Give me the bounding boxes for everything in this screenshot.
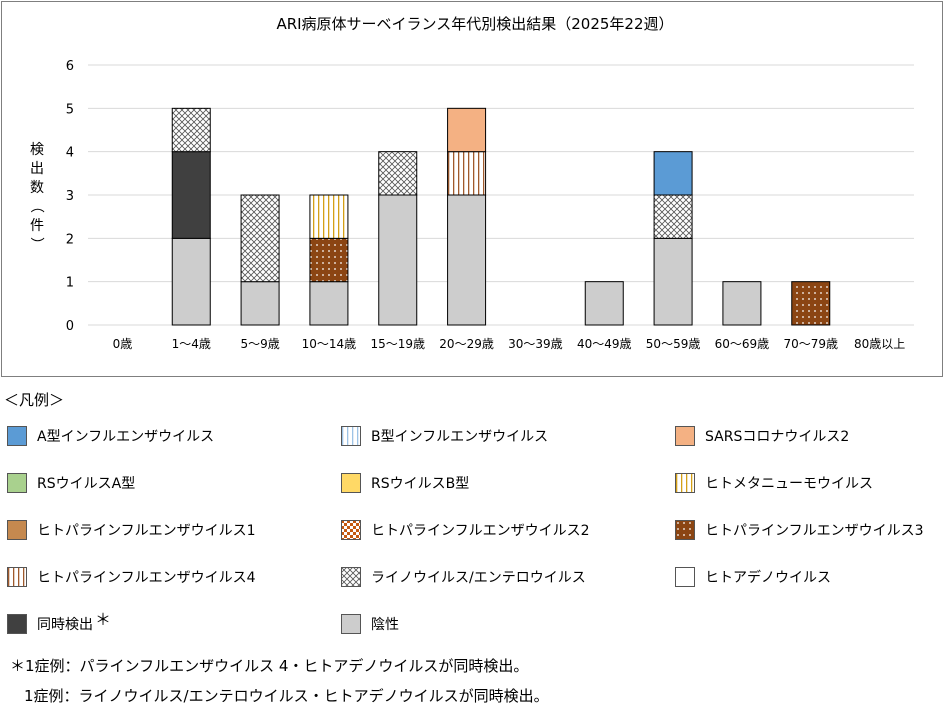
y-axis-label-char: 数 bbox=[30, 180, 44, 196]
footnote-1: ＊1症例：パラインフルエンザウイルス 4・ヒトアデノウイルスが同時検出。 bbox=[10, 657, 529, 675]
legend-label: ライノウイルス/エンテロウイルス bbox=[371, 570, 586, 586]
legend-label: 陰性 bbox=[371, 617, 399, 633]
y-tick-label: 5 bbox=[66, 102, 74, 117]
legend-heading: ＜凡例＞ bbox=[4, 391, 65, 409]
legend-label: ヒトパラインフルエンザウイルス4 bbox=[37, 570, 256, 586]
stacked-bar-chart: ARI病原体サーベイランス年代別検出結果（2025年22週） 0 1 2 3 4 5 6 0… bbox=[28, 15, 914, 351]
legend-swatch bbox=[341, 473, 361, 493]
x-tick-label: 15～19歳 bbox=[370, 337, 425, 351]
legend-label: ヒトパラインフルエンザウイルス1 bbox=[37, 523, 256, 539]
legend-item: ヒトアデノウイルス bbox=[675, 565, 831, 589]
legend-swatch bbox=[7, 520, 27, 540]
chart-title: ARI病原体サーベイランス年代別検出結果（2025年22週） bbox=[276, 15, 673, 33]
x-tick-label: 30～39歳 bbox=[508, 337, 563, 351]
bar-segment-rhino bbox=[171, 107, 211, 153]
legend-swatch bbox=[7, 614, 27, 634]
bar-segment-rhino bbox=[240, 194, 280, 283]
legend-item: ヒトパラインフルエンザウイルス2 bbox=[341, 518, 590, 542]
bar-segment-negative bbox=[309, 281, 349, 326]
y-axis-label-char: （ bbox=[28, 199, 44, 213]
bar-segment-negative bbox=[378, 194, 418, 326]
legend-label: RSウイルスB型 bbox=[371, 476, 470, 492]
legend-label: A型インフルエンザウイルス bbox=[37, 429, 215, 445]
legend-item: RSウイルスA型 bbox=[7, 471, 135, 495]
y-tick-label: 1 bbox=[66, 276, 74, 291]
bar-segment-negative bbox=[240, 281, 280, 326]
legend-swatch bbox=[675, 426, 695, 446]
legend-swatch bbox=[7, 426, 27, 446]
legend-swatch bbox=[675, 567, 695, 587]
legend-item: 同時検出＊ bbox=[7, 610, 111, 636]
legend-label: B型インフルエンザウイルス bbox=[371, 429, 549, 445]
legend-item: ヒトパラインフルエンザウイルス3 bbox=[675, 518, 924, 542]
y-tick-label: 4 bbox=[66, 146, 74, 161]
x-tick-label: 1～4歳 bbox=[172, 337, 211, 351]
bar-segment-negative bbox=[584, 281, 624, 326]
y-tick-label: 2 bbox=[66, 232, 74, 247]
legend-item: 陰性 bbox=[341, 612, 399, 636]
y-tick-label: 0 bbox=[66, 319, 74, 334]
bar-segment-sars bbox=[447, 107, 487, 153]
legend-swatch bbox=[341, 426, 361, 446]
legend-label: ヒトパラインフルエンザウイルス2 bbox=[371, 523, 590, 539]
x-tick-label: 10～14歳 bbox=[302, 337, 357, 351]
legend-item: B型インフルエンザウイルス bbox=[341, 424, 548, 448]
chart-frame: ARI病原体サーベイランス年代別検出結果（2025年22週） 0 1 2 3 4 5 6 0… bbox=[1, 1, 943, 377]
legend-swatch bbox=[341, 567, 361, 587]
bar-segment-negative bbox=[447, 194, 487, 326]
legend-asterisk: ＊ bbox=[95, 610, 112, 629]
x-tick-label: 50～59歳 bbox=[646, 337, 701, 351]
bar-segment-negative bbox=[722, 281, 762, 326]
bar-segment-flu_a bbox=[653, 151, 693, 196]
legend-label: SARSコロナウイルス2 bbox=[705, 429, 850, 445]
bar-segment-negative bbox=[653, 237, 693, 326]
x-tick-label: 40～49歳 bbox=[577, 337, 632, 351]
legend-swatch bbox=[341, 520, 361, 540]
legend-label: 同時検出 bbox=[37, 617, 93, 633]
x-axis-ticks: 0歳 1～4歳 5～9歳 10～14歳 15～19歳 20～29歳 30～39歳 40～49歳… bbox=[113, 337, 906, 351]
y-axis-label: 検出数 （ 件 ） bbox=[28, 142, 44, 251]
legend-item: A型インフルエンザウイルス bbox=[7, 424, 214, 448]
footnote-2: 1症例：ライノウイルス/エンテロウイルス・ヒトアデノウイルスが同時検出。 bbox=[24, 687, 549, 705]
x-tick-label: 20～29歳 bbox=[439, 337, 494, 351]
bar-segment-rhino bbox=[653, 194, 693, 239]
legend-item: RSウイルスB型 bbox=[341, 471, 469, 495]
legend-swatch bbox=[675, 473, 695, 493]
y-tick-label: 6 bbox=[66, 59, 74, 74]
bar-segment-hmpv bbox=[309, 194, 349, 239]
x-tick-label: 80歳以上 bbox=[854, 337, 905, 351]
bar-segment-hpiv3 bbox=[791, 281, 831, 326]
legend-item: SARSコロナウイルス2 bbox=[675, 424, 849, 448]
legend-swatch bbox=[341, 614, 361, 634]
y-axis-label-char: 出 bbox=[30, 161, 44, 177]
legend-item: ヒトメタニューモウイルス bbox=[675, 471, 873, 495]
legend-label: ヒトパラインフルエンザウイルス3 bbox=[705, 523, 924, 539]
x-tick-label: 5～9歳 bbox=[240, 337, 279, 351]
legend-label: ヒトメタニューモウイルス bbox=[705, 476, 873, 492]
bar-segment-negative bbox=[171, 237, 211, 326]
x-tick-label: 60～69歳 bbox=[715, 337, 770, 351]
y-axis-label-char: 検 bbox=[30, 142, 44, 158]
legend-swatch bbox=[7, 473, 27, 493]
bars bbox=[171, 107, 831, 326]
y-axis-label-char: 件 bbox=[30, 218, 44, 234]
bar-segment-rhino bbox=[378, 151, 418, 196]
gridlines bbox=[88, 64, 914, 326]
legend-swatch bbox=[7, 567, 27, 587]
legend-swatch bbox=[675, 520, 695, 540]
bar-segment-hpiv3 bbox=[309, 237, 349, 283]
bar-segment-hpiv4 bbox=[447, 151, 487, 196]
legend-item: ヒトパラインフルエンザウイルス1 bbox=[7, 518, 256, 542]
y-axis-ticks: 0 1 2 3 4 5 6 bbox=[66, 59, 74, 334]
y-axis-label-char: ） bbox=[28, 237, 44, 251]
legend-label: RSウイルスA型 bbox=[37, 476, 136, 492]
legend-item: ライノウイルス/エンテロウイルス bbox=[341, 565, 586, 589]
legend-label: ヒトアデノウイルス bbox=[705, 570, 831, 586]
y-tick-label: 3 bbox=[66, 189, 74, 204]
legend-item: ヒトパラインフルエンザウイルス4 bbox=[7, 565, 256, 589]
x-tick-label: 0歳 bbox=[113, 337, 133, 351]
bar-segment-coinfection bbox=[171, 151, 211, 239]
x-tick-label: 70～79歳 bbox=[783, 337, 838, 351]
